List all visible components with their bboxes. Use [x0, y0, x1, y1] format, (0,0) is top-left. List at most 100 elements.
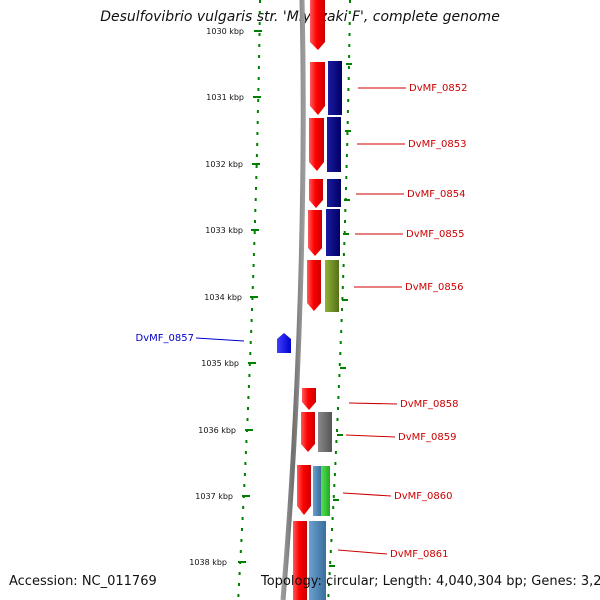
guide-dot: [337, 396, 340, 399]
guide-dot: [253, 242, 256, 245]
guide-dot: [347, 66, 350, 69]
guide-dot: [348, 44, 351, 47]
guide-dot: [258, 11, 261, 14]
guide-dot: [243, 473, 246, 476]
guide-dot: [256, 110, 259, 113]
guide-dot: [247, 407, 249, 410]
guide-dot: [343, 242, 346, 245]
guide-dot: [244, 462, 247, 465]
gene-block-0860-a[interactable]: [313, 466, 321, 516]
guide-dot: [251, 297, 254, 300]
guide-dot: [329, 550, 332, 553]
guide-dot: [342, 253, 345, 256]
guide-dot: [241, 517, 244, 520]
gene-label-0858[interactable]: DvMF_0858: [400, 399, 458, 410]
kbp-label: 1032 kbp: [205, 160, 243, 169]
gene-block-0855[interactable]: [326, 209, 340, 256]
guide-dot: [249, 341, 252, 344]
guide-dot: [251, 286, 254, 289]
guide-dot: [257, 77, 260, 80]
guide-dot: [258, 44, 261, 47]
gene-arrow-0853[interactable]: [309, 118, 324, 171]
guide-dot: [345, 176, 348, 179]
guide-dot: [256, 143, 259, 146]
guide-dot: [243, 484, 246, 487]
gene-label-0853[interactable]: DvMF_0853: [408, 139, 466, 150]
kbp-label: 1036 kbp: [198, 426, 236, 435]
guide-dot: [337, 407, 339, 410]
guide-dot: [344, 209, 347, 212]
guide-dot: [332, 495, 335, 498]
gene-label-0857[interactable]: DvMF_0857: [136, 333, 194, 344]
gene-arrow-0852[interactable]: [310, 62, 325, 115]
gene-block-0860-b[interactable]: [321, 466, 330, 516]
guide-dot: [341, 308, 343, 311]
guide-dot: [258, 33, 261, 36]
gene-block-0859[interactable]: [318, 412, 332, 452]
guide-dot: [252, 264, 255, 267]
gene-arrow-0855[interactable]: [308, 210, 322, 256]
guide-dot: [342, 275, 345, 278]
guide-dot: [252, 275, 255, 278]
kbp-tick-1038: 1038 kbp: [189, 558, 246, 567]
gene-block-0854[interactable]: [327, 179, 341, 207]
guide-dot: [336, 429, 338, 432]
guide-dot: [342, 264, 345, 267]
guide-dot: [328, 572, 331, 575]
guide-dot: [334, 462, 337, 465]
guide-dot: [345, 154, 348, 157]
genome-backbone: [280, 0, 306, 600]
guide-dot: [252, 253, 255, 256]
guide-dot: [332, 506, 335, 509]
guide-dot: [238, 572, 241, 575]
guide-dot: [251, 308, 253, 311]
kbp-tick-1035: 1035 kbp: [201, 359, 256, 368]
guide-dot: [244, 451, 247, 454]
gene-arrow-0859[interactable]: [301, 412, 315, 452]
gene-label-0852[interactable]: DvMF_0852: [409, 83, 467, 94]
guide-dot: [341, 286, 344, 289]
gene-block-0852[interactable]: [328, 61, 342, 115]
gene-arrow-0858[interactable]: [302, 388, 316, 410]
guide-dot: [335, 440, 338, 443]
guide-dot: [333, 473, 336, 476]
gene-arrow-0856[interactable]: [307, 260, 321, 311]
gene-arrow-0860[interactable]: [297, 465, 311, 515]
gene-arrow-0854[interactable]: [309, 179, 323, 208]
guide-dot: [255, 176, 258, 179]
guide-dot: [348, 11, 351, 14]
guide-dot: [250, 330, 253, 333]
guide-dot: [242, 506, 245, 509]
guide-dot: [345, 187, 347, 190]
gene-block-0853[interactable]: [327, 117, 341, 172]
gene-label-0854[interactable]: DvMF_0854: [407, 189, 465, 200]
guide-dot: [347, 88, 350, 91]
gene-label-0856[interactable]: DvMF_0856: [405, 282, 463, 293]
guide-dot: [239, 550, 242, 553]
kbp-tick-1032: 1032 kbp: [205, 160, 260, 169]
guide-dot: [343, 231, 346, 234]
gene-arrow-0857[interactable]: [277, 333, 291, 353]
outer-ticks: [329, 63, 352, 567]
guide-dot: [240, 539, 243, 542]
gene-label-0860[interactable]: DvMF_0860: [394, 491, 452, 502]
kbp-tick-1034: 1034 kbp: [204, 293, 258, 302]
gene-block-0861[interactable]: [309, 521, 326, 600]
gene-label-0861[interactable]: DvMF_0861: [390, 549, 448, 560]
gene-arrow-0861[interactable]: [293, 521, 307, 600]
gene-block-0856[interactable]: [325, 260, 339, 312]
guide-dot: [346, 132, 349, 135]
gene-features: [277, 0, 342, 600]
guide-dot: [341, 297, 344, 300]
guide-dot: [333, 484, 336, 487]
kbp-label: 1035 kbp: [201, 359, 239, 368]
guide-dot: [329, 561, 332, 564]
gene-label-0855[interactable]: DvMF_0855: [406, 229, 464, 240]
gene-label-0859[interactable]: DvMF_0859: [398, 432, 456, 443]
guide-dot: [344, 220, 346, 223]
guide-dot: [245, 440, 248, 443]
guide-dot: [336, 418, 339, 421]
guide-dot: [330, 539, 333, 542]
gene-arrow-partial[interactable]: [310, 0, 325, 50]
guide-dot: [346, 110, 349, 113]
